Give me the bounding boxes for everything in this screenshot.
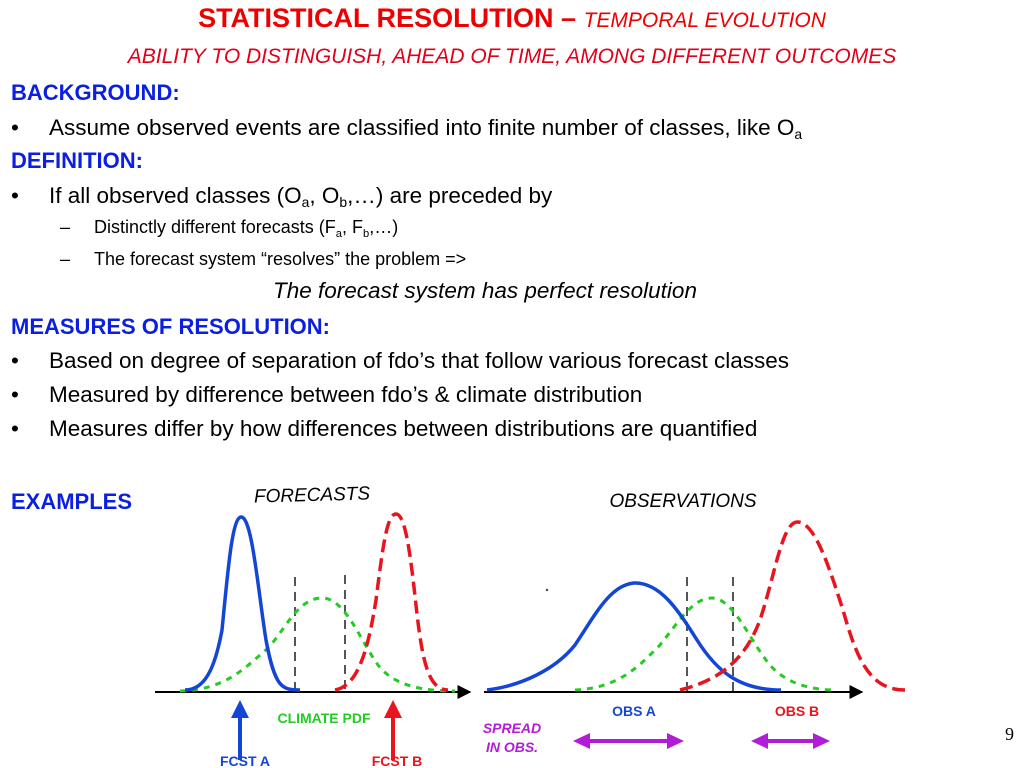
dash-marker: – bbox=[60, 249, 71, 269]
dash-marker: – bbox=[60, 217, 71, 237]
examples-heading: EXAMPLES bbox=[11, 489, 133, 514]
spread-arrow-obs-a-left-head bbox=[573, 733, 590, 749]
climate-pdf-label: CLIMATE PDF bbox=[277, 710, 371, 726]
definition-bullet: • If all observed classes (Oa, Ob,…) are … bbox=[11, 182, 552, 210]
definition-heading: DEFINITION: bbox=[11, 148, 143, 173]
slide-title: STATISTICAL RESOLUTION – TEMPORAL EVOLUT… bbox=[0, 2, 1024, 37]
forecast-b-curve bbox=[334, 512, 449, 692]
measures-bullet-2: • Measured by difference between fdo’s & … bbox=[11, 381, 642, 409]
obs-b-curve bbox=[679, 520, 906, 692]
definition-conclusion: The forecast system has perfect resoluti… bbox=[273, 278, 697, 303]
definition-sub-1: – Distinctly different forecasts (Fa, Fb,… bbox=[60, 216, 399, 240]
observations-label: OBSERVATIONS bbox=[609, 491, 756, 512]
obs-b-label: OBS B bbox=[775, 703, 819, 719]
def-s2-text: The forecast system “resolves” the probl… bbox=[94, 249, 467, 269]
spread-arrow-obs-b-left-head bbox=[751, 733, 768, 749]
stray-dot bbox=[545, 588, 549, 592]
def-b1-mid: , O bbox=[309, 183, 340, 208]
title-main: STATISTICAL RESOLUTION – bbox=[198, 3, 584, 33]
measures-heading: MEASURES OF RESOLUTION: bbox=[11, 314, 331, 339]
page-number: 9 bbox=[1005, 724, 1014, 744]
measures-bullet-text: Measured by difference between fdo’s & c… bbox=[49, 382, 643, 407]
def-b1-pre: If all observed classes (O bbox=[49, 183, 302, 208]
measures-bullet-1: • Based on degree of separation of fdo’s … bbox=[11, 347, 789, 375]
bullet-marker: • bbox=[11, 416, 19, 441]
fcst-a-arrowhead bbox=[231, 700, 249, 718]
background-bullet: • Assume observed events are classified i… bbox=[11, 114, 802, 142]
measures-bullet-3: • Measures differ by how differences betw… bbox=[11, 415, 757, 443]
slide-subtitle: ABILITY TO DISTINGUISH, AHEAD OF TIME, A… bbox=[127, 45, 897, 68]
def-s1-post: ,…) bbox=[369, 217, 399, 237]
def-b1-sub-b: b bbox=[339, 194, 348, 210]
def-b1-sub-a: a bbox=[301, 194, 310, 210]
fcst-b-label: FCST B bbox=[372, 753, 423, 768]
bullet-marker: • bbox=[11, 348, 19, 373]
fcst-b-arrowhead bbox=[384, 700, 402, 718]
spread-arrow-obs-b-right-head bbox=[813, 733, 830, 749]
climate-pdf-curve bbox=[179, 596, 456, 693]
measures-bullet-text: Measures differ by how differences betwe… bbox=[49, 416, 758, 441]
spread-label-line-1: SPREAD bbox=[483, 720, 541, 736]
forecast-a-curve bbox=[184, 515, 301, 692]
spread-arrow-obs-a-right-head bbox=[667, 733, 684, 749]
obs-a-curve bbox=[486, 581, 782, 692]
fcst-a-label: FCST A bbox=[220, 753, 270, 768]
background-bullet-sub: a bbox=[794, 126, 803, 142]
def-b1-post: ,…) are preceded by bbox=[347, 183, 553, 208]
obs-a-label: OBS A bbox=[612, 703, 656, 719]
bullet-marker: • bbox=[11, 382, 19, 407]
background-bullet-text: Assume observed events are classified in… bbox=[49, 115, 795, 140]
bullet-marker: • bbox=[11, 115, 19, 140]
title-secondary: TEMPORAL EVOLUTION bbox=[583, 9, 826, 32]
obs-climate-pdf-curve bbox=[574, 596, 836, 692]
def-s1-pre: Distinctly different forecasts (F bbox=[94, 217, 336, 237]
background-heading: BACKGROUND: bbox=[11, 80, 180, 105]
def-s1-mid: , F bbox=[341, 217, 363, 237]
def-s1-sub-b: b bbox=[362, 228, 370, 240]
bullet-marker: • bbox=[11, 183, 19, 208]
definition-sub-2: – The forecast system “resolves” the prob… bbox=[60, 248, 466, 270]
spread-label-line-2: IN OBS. bbox=[486, 739, 538, 755]
forecasts-label: FORECASTS bbox=[254, 483, 371, 507]
measures-bullet-text: Based on degree of separation of fdo’s t… bbox=[49, 348, 790, 373]
def-s1-sub-a: a bbox=[335, 228, 342, 240]
